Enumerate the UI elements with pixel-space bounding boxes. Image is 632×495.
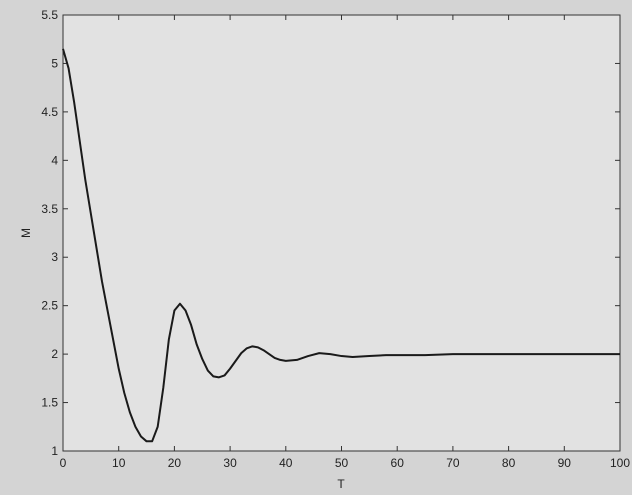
- y-axis-label: M: [19, 228, 33, 238]
- y-tick-label: 2.5: [41, 299, 58, 313]
- line: [62, 48, 620, 443]
- x-tick-label: 0: [60, 456, 67, 470]
- y-tick-label: 1.5: [41, 396, 58, 410]
- y-tick-label: 2: [51, 347, 58, 361]
- y-tick-label: 4: [51, 153, 58, 167]
- y-tick-label: 5: [51, 56, 58, 70]
- y-tick-label: 3: [51, 250, 58, 264]
- x-tick-label: 40: [279, 456, 293, 470]
- x-tick-label: 70: [446, 456, 460, 470]
- x-tick-label: 30: [223, 456, 237, 470]
- x-axis-label: T: [337, 477, 345, 491]
- x-tick-label: 90: [558, 456, 572, 470]
- y-tick-label: 3.5: [41, 202, 58, 216]
- x-tick-label: 80: [502, 456, 516, 470]
- plot-area: [62, 14, 621, 452]
- y-tick-label: 1: [51, 444, 58, 458]
- x-tick-label: 10: [112, 456, 126, 470]
- x-tick-label: 100: [610, 456, 630, 470]
- y-tick-label: 5.5: [41, 8, 58, 22]
- x-tick-label: 20: [168, 456, 182, 470]
- x-tick-label: 60: [391, 456, 405, 470]
- y-tick-label: 4.5: [41, 105, 58, 119]
- x-tick-label: 50: [335, 456, 349, 470]
